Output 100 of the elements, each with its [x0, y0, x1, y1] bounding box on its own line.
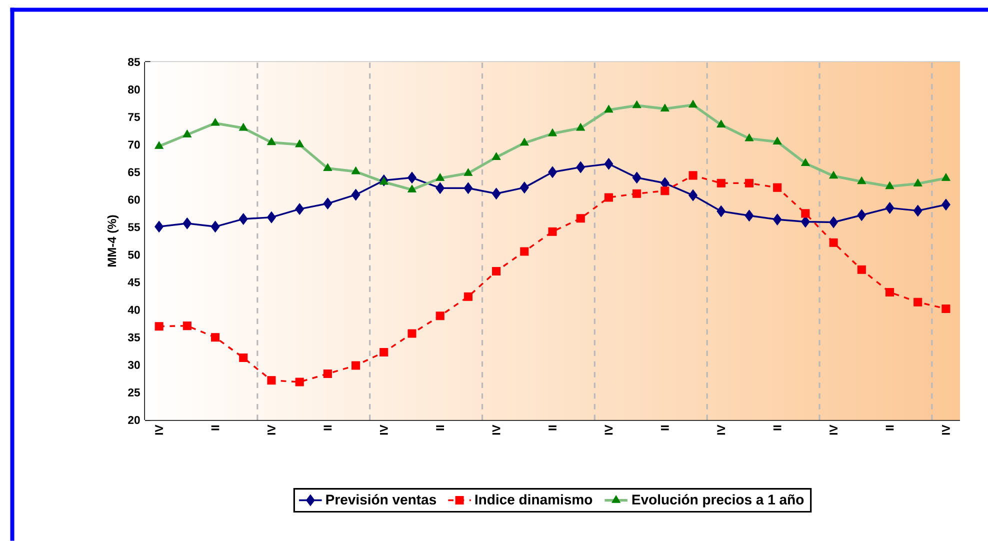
point — [238, 123, 248, 131]
point — [941, 198, 950, 211]
point — [211, 333, 220, 342]
point — [408, 329, 416, 338]
y-axis-title: MM-4 (%) — [107, 215, 119, 267]
x-tick-label: IV — [604, 424, 613, 435]
x-tick-label: II — [661, 425, 669, 430]
y-tick-label: 80 — [128, 86, 140, 94]
legend-label: Evolución precios a 1 año — [632, 494, 804, 508]
point — [520, 247, 529, 256]
point — [464, 292, 472, 301]
point — [632, 189, 642, 198]
point — [464, 182, 473, 194]
y-tick-label: 25 — [128, 388, 140, 396]
y-tick-label: 70 — [128, 140, 140, 149]
point — [913, 204, 922, 217]
point — [604, 104, 614, 113]
point — [885, 202, 894, 214]
x-tick-label: II — [548, 425, 556, 430]
point — [323, 198, 332, 210]
point — [688, 171, 698, 180]
point — [323, 163, 332, 171]
point — [688, 100, 698, 108]
point — [182, 322, 192, 330]
point — [548, 166, 557, 178]
point — [942, 173, 950, 181]
y-tick-label: 75 — [128, 113, 140, 122]
point — [716, 178, 726, 188]
x-tick-label: II — [436, 425, 444, 430]
point — [604, 193, 613, 202]
point — [295, 140, 304, 148]
point — [744, 210, 754, 222]
point — [716, 120, 726, 128]
y-tick-label: 35 — [128, 333, 140, 342]
point — [239, 353, 248, 362]
point — [464, 168, 473, 176]
point — [576, 123, 586, 131]
point — [436, 173, 445, 181]
point — [492, 152, 501, 160]
x-tick-label: IV — [155, 424, 163, 435]
point — [323, 369, 332, 378]
y-tick-label: 30 — [128, 360, 140, 369]
point — [632, 172, 642, 184]
point — [436, 312, 444, 320]
point — [744, 133, 754, 142]
point — [829, 238, 838, 247]
point — [857, 209, 866, 221]
point — [210, 118, 220, 126]
point — [210, 220, 220, 233]
point — [885, 288, 894, 296]
y-tick-label: 55 — [128, 223, 140, 232]
point — [913, 178, 922, 186]
point — [267, 137, 276, 146]
point — [408, 172, 416, 184]
x-tick-label: IV — [268, 424, 276, 435]
legend-label: Previsión ventas — [326, 494, 436, 505]
point — [154, 220, 164, 233]
point — [772, 214, 782, 226]
y-tick-label: 45 — [128, 278, 140, 286]
x-tick-label: IV — [717, 424, 726, 435]
x-tick-label: IV — [942, 424, 950, 435]
x-tick-label: II — [324, 425, 332, 430]
point — [182, 218, 192, 230]
point — [829, 216, 838, 228]
point — [660, 104, 670, 112]
y-tick-label: 40 — [128, 306, 140, 314]
point — [380, 348, 388, 357]
point — [436, 182, 445, 194]
x-tick-label: II — [886, 425, 894, 430]
point — [295, 203, 304, 215]
point — [688, 189, 698, 202]
x-tick-label: IV — [492, 424, 500, 435]
point — [576, 214, 585, 223]
point — [408, 184, 416, 192]
point — [885, 181, 894, 190]
x-tick-label: II — [773, 425, 782, 430]
x-tick-label: II — [211, 425, 220, 430]
legend-label: Indice dinamismo — [475, 494, 592, 504]
point — [238, 213, 248, 225]
point — [801, 158, 810, 166]
point — [660, 186, 670, 196]
y-tick-label: 60 — [128, 196, 140, 204]
point — [772, 136, 782, 145]
point — [632, 100, 642, 108]
point — [857, 265, 866, 274]
point — [773, 183, 782, 192]
point — [520, 182, 529, 194]
point — [520, 138, 529, 146]
y-tick-label: 85 — [128, 58, 140, 66]
point — [548, 128, 557, 136]
y-tick-label: 65 — [128, 168, 140, 176]
x-tick-label: IV — [830, 424, 838, 435]
point — [267, 211, 276, 224]
point — [548, 227, 557, 236]
point — [914, 298, 922, 306]
point — [267, 376, 276, 385]
point — [857, 176, 866, 184]
point — [492, 267, 501, 276]
point — [351, 166, 360, 174]
point — [154, 322, 164, 331]
